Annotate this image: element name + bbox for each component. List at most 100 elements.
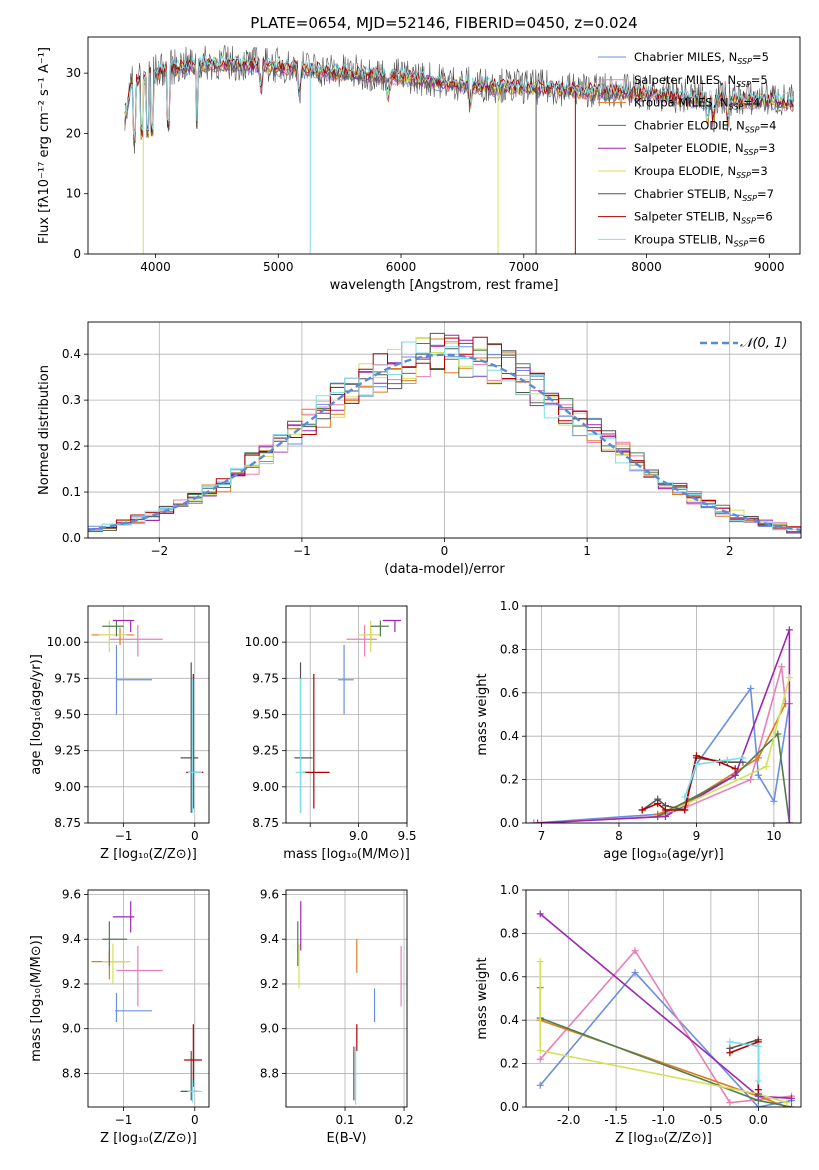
legend-label: Salpeter ELODIE, NSSP=3 [634,141,775,157]
y-tick-label: 9.2 [62,977,81,991]
axes-frame [87,889,210,1108]
y-tick-label: 8.75 [54,816,81,830]
x-tick-label: −1 [115,1113,133,1127]
y-axis-label: age [log₁₀(age/yr)] [29,654,44,775]
y-axis-label: mass [log₁₀(M/M⊙)] [29,935,44,1062]
x-tick-label: 1 [583,544,591,558]
weight-marker [785,674,793,682]
weight-marker [681,793,689,801]
weight-marker [754,771,762,779]
y-tick-label: 0.6 [500,686,519,700]
panel-residuals: −2 −1 0 1 2 0.0 0.1 0.2 0.3 0.4 (data-model)/error… [37,321,802,577]
weight-marker [785,626,793,634]
x-axis-label: age [log₁₀(age/yr)] [603,847,724,862]
weight-series-line [539,971,792,1107]
weight-marker [747,684,755,692]
x-axis-label: wavelength [Angstrom, rest frame] [330,278,559,293]
y-tick-label: 20 [66,126,81,140]
weight-marker [783,1099,791,1107]
weight-marker [536,1047,544,1055]
x-tick-label: -1.5 [604,1113,627,1127]
panel-spectrum: 4000 5000 6000 7000 8000 9000 0 10 20 30 wavelengt… [37,36,801,293]
panel-weight_vs_Z: -2.0 -1.5 -1.0 -0.5 0.0 0.0 0.2 0.4 0.6 0.8 1.0 Z [… [475,883,802,1146]
panel-mass_vs_ebv: 0.1 0.2 8.8 9.0 9.2 9.4 9.6 E(B-V) [260,887,414,1146]
y-tick-label: 9.4 [260,932,279,946]
legend-label: Chabrier MILES, NSSP=5 [634,50,769,66]
weight-marker [654,799,662,807]
y-tick-label: 0.8 [500,642,519,656]
y-tick-label: 0.3 [62,393,81,407]
x-axis-label: E(B-V) [326,1131,366,1146]
y-tick-label: 0.0 [62,531,81,545]
y-tick-label: 0.4 [500,1013,519,1027]
y-tick-label: 0.4 [500,729,519,743]
legend-label: Chabrier STELIB, NSSP=7 [634,187,774,203]
x-axis-label: Z [log₁₀(Z/Z⊙)] [100,1131,197,1146]
weight-marker [536,1055,544,1063]
x-tick-label: 4000 [140,260,171,274]
weight-marker [631,968,639,976]
legend: Chabrier MILES, NSSP=5 Salpeter MILES, NS… [598,50,776,248]
weight-marker [536,958,544,966]
weight-marker [638,806,646,814]
weight-marker [726,1038,734,1046]
y-tick-label: 10.00 [245,635,279,649]
y-axis-label: mass weight [475,957,490,1039]
x-tick-label: 10 [766,829,781,843]
legend-label: Salpeter STELIB, NSSP=6 [634,210,773,226]
y-tick-label: 9.00 [252,780,279,794]
weight-marker [681,806,689,814]
y-tick-label: 9.6 [62,887,81,901]
x-tick-label: 6000 [386,260,417,274]
axes-frame [285,889,408,1108]
x-tick-label: 0.0 [749,1113,768,1127]
weight-marker [726,1049,734,1057]
figure-title: PLATE=0654, MJD=52146, FIBERID=0450, z=0… [250,14,637,32]
x-tick-label: -1.0 [652,1113,675,1127]
y-tick-label: 1.0 [500,883,519,897]
y-tick-label: 1.0 [500,599,519,613]
weight-series-line [537,629,791,823]
axes-frame [525,889,802,1108]
x-tick-label: 2 [726,544,734,558]
y-axis-label: mass weight [475,673,490,755]
weight-marker [534,819,542,823]
legend-label: Kroupa ELODIE, NSSP=3 [634,164,768,180]
panel-age_vs_mass: 9.0 9.5 8.75 9.00 9.25 9.50 9.75 10.00 mass [log… [245,605,417,862]
x-tick-label: 7 [538,829,546,843]
weight-marker [754,754,762,762]
x-tick-label: −1 [115,829,133,843]
axes-frame [87,605,210,824]
y-tick-label: 9.2 [260,977,279,991]
weight-marker [726,1099,734,1107]
weight-marker [754,1077,762,1085]
x-tick-label: 0 [191,829,199,843]
y-tick-label: 8.75 [252,816,279,830]
x-axis-label: Z [log₁₀(Z/Z⊙)] [100,847,197,862]
x-tick-label: 0.1 [335,1113,354,1127]
axes-frame [525,605,802,824]
x-tick-label: 9.0 [349,829,368,843]
x-tick-label: 0 [441,544,449,558]
weight-series-line [729,1040,760,1090]
y-tick-label: 0.2 [500,1057,519,1071]
y-tick-label: 0.1 [62,485,81,499]
y-tick-label: 8.8 [260,1066,279,1080]
weight-marker [762,763,770,771]
x-tick-label: -0.5 [699,1113,722,1127]
legend-label: Salpeter MILES, NSSP=5 [634,73,768,89]
legend-label: Kroupa STELIB, NSSP=6 [634,232,765,248]
y-tick-label: 0.4 [62,347,81,361]
x-tick-label: 0.2 [395,1113,414,1127]
y-tick-label: 9.0 [260,1022,279,1036]
weight-marker [530,819,538,823]
weight-marker [692,752,700,760]
x-tick-label: −1 [293,544,311,558]
y-axis-label: Flux [fλ10⁻¹⁷ erg cm⁻² s⁻¹ A⁻¹] [37,47,52,244]
x-tick-label: 9.5 [397,829,416,843]
panel-mass_vs_Z: −1 0 8.8 9.0 9.2 9.4 9.6 Z [log₁₀(Z/Z⊙)] mass [l… [29,887,210,1146]
x-tick-label: 7000 [509,260,540,274]
y-tick-label: 9.25 [252,744,279,758]
legend-label: Kroupa MILES, NSSP=4 [634,96,760,112]
